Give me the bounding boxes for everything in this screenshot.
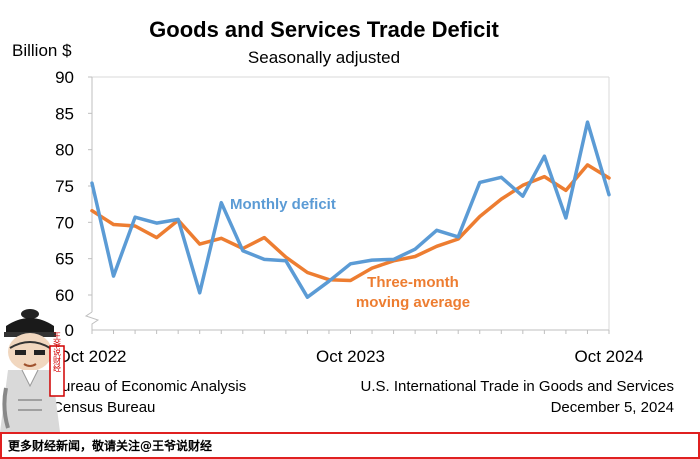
footer-banner: 更多财经新闻，敬请关注@王爷说财经	[0, 432, 700, 459]
source-right-line1: U.S. International Trade in Goods and Se…	[360, 378, 674, 395]
x-tick-label: Oct 2024	[575, 347, 644, 366]
source-right-line2: December 5, 2024	[550, 399, 674, 416]
mascot-stamp-text: 王爷说财经	[53, 332, 62, 372]
y-axis-ticks: 90 85 80 75 70 65 60	[55, 68, 92, 305]
y-axis-break	[84, 311, 100, 330]
y-axis-label: Billion $	[12, 41, 72, 60]
annotation-moving-average-line1: Three-month	[367, 274, 459, 291]
y-break-label: 0	[65, 321, 74, 340]
source-left-line1: Bureau of Economic Analysis	[52, 378, 247, 395]
y-tick-label: 85	[55, 104, 74, 123]
series-line-monthly-deficit	[90, 120, 611, 299]
chart-subtitle: Seasonally adjusted	[248, 48, 400, 67]
x-tick-label: Oct 2023	[316, 347, 385, 366]
source-left-line2: Census Bureau	[52, 399, 156, 416]
y-tick-label: 75	[55, 177, 74, 196]
footer-text: 更多财经新闻，敬请关注@王爷说财经	[8, 439, 213, 453]
annotation-monthly-deficit: Monthly deficit	[230, 196, 336, 213]
x-tick-label: Oct 2022	[58, 347, 127, 366]
y-tick-label: 80	[55, 141, 74, 160]
mascot-character: 王爷说财经	[0, 309, 65, 432]
y-tick-label: 90	[55, 68, 74, 87]
y-tick-label: 60	[55, 286, 74, 305]
annotation-moving-average-line2: moving average	[356, 294, 470, 311]
chart-title: Goods and Services Trade Deficit	[149, 17, 499, 42]
y-tick-label: 65	[55, 250, 74, 269]
x-axis-ticks: Oct 2022 Oct 2023 Oct 2024	[58, 330, 644, 366]
y-tick-label: 70	[55, 213, 74, 232]
